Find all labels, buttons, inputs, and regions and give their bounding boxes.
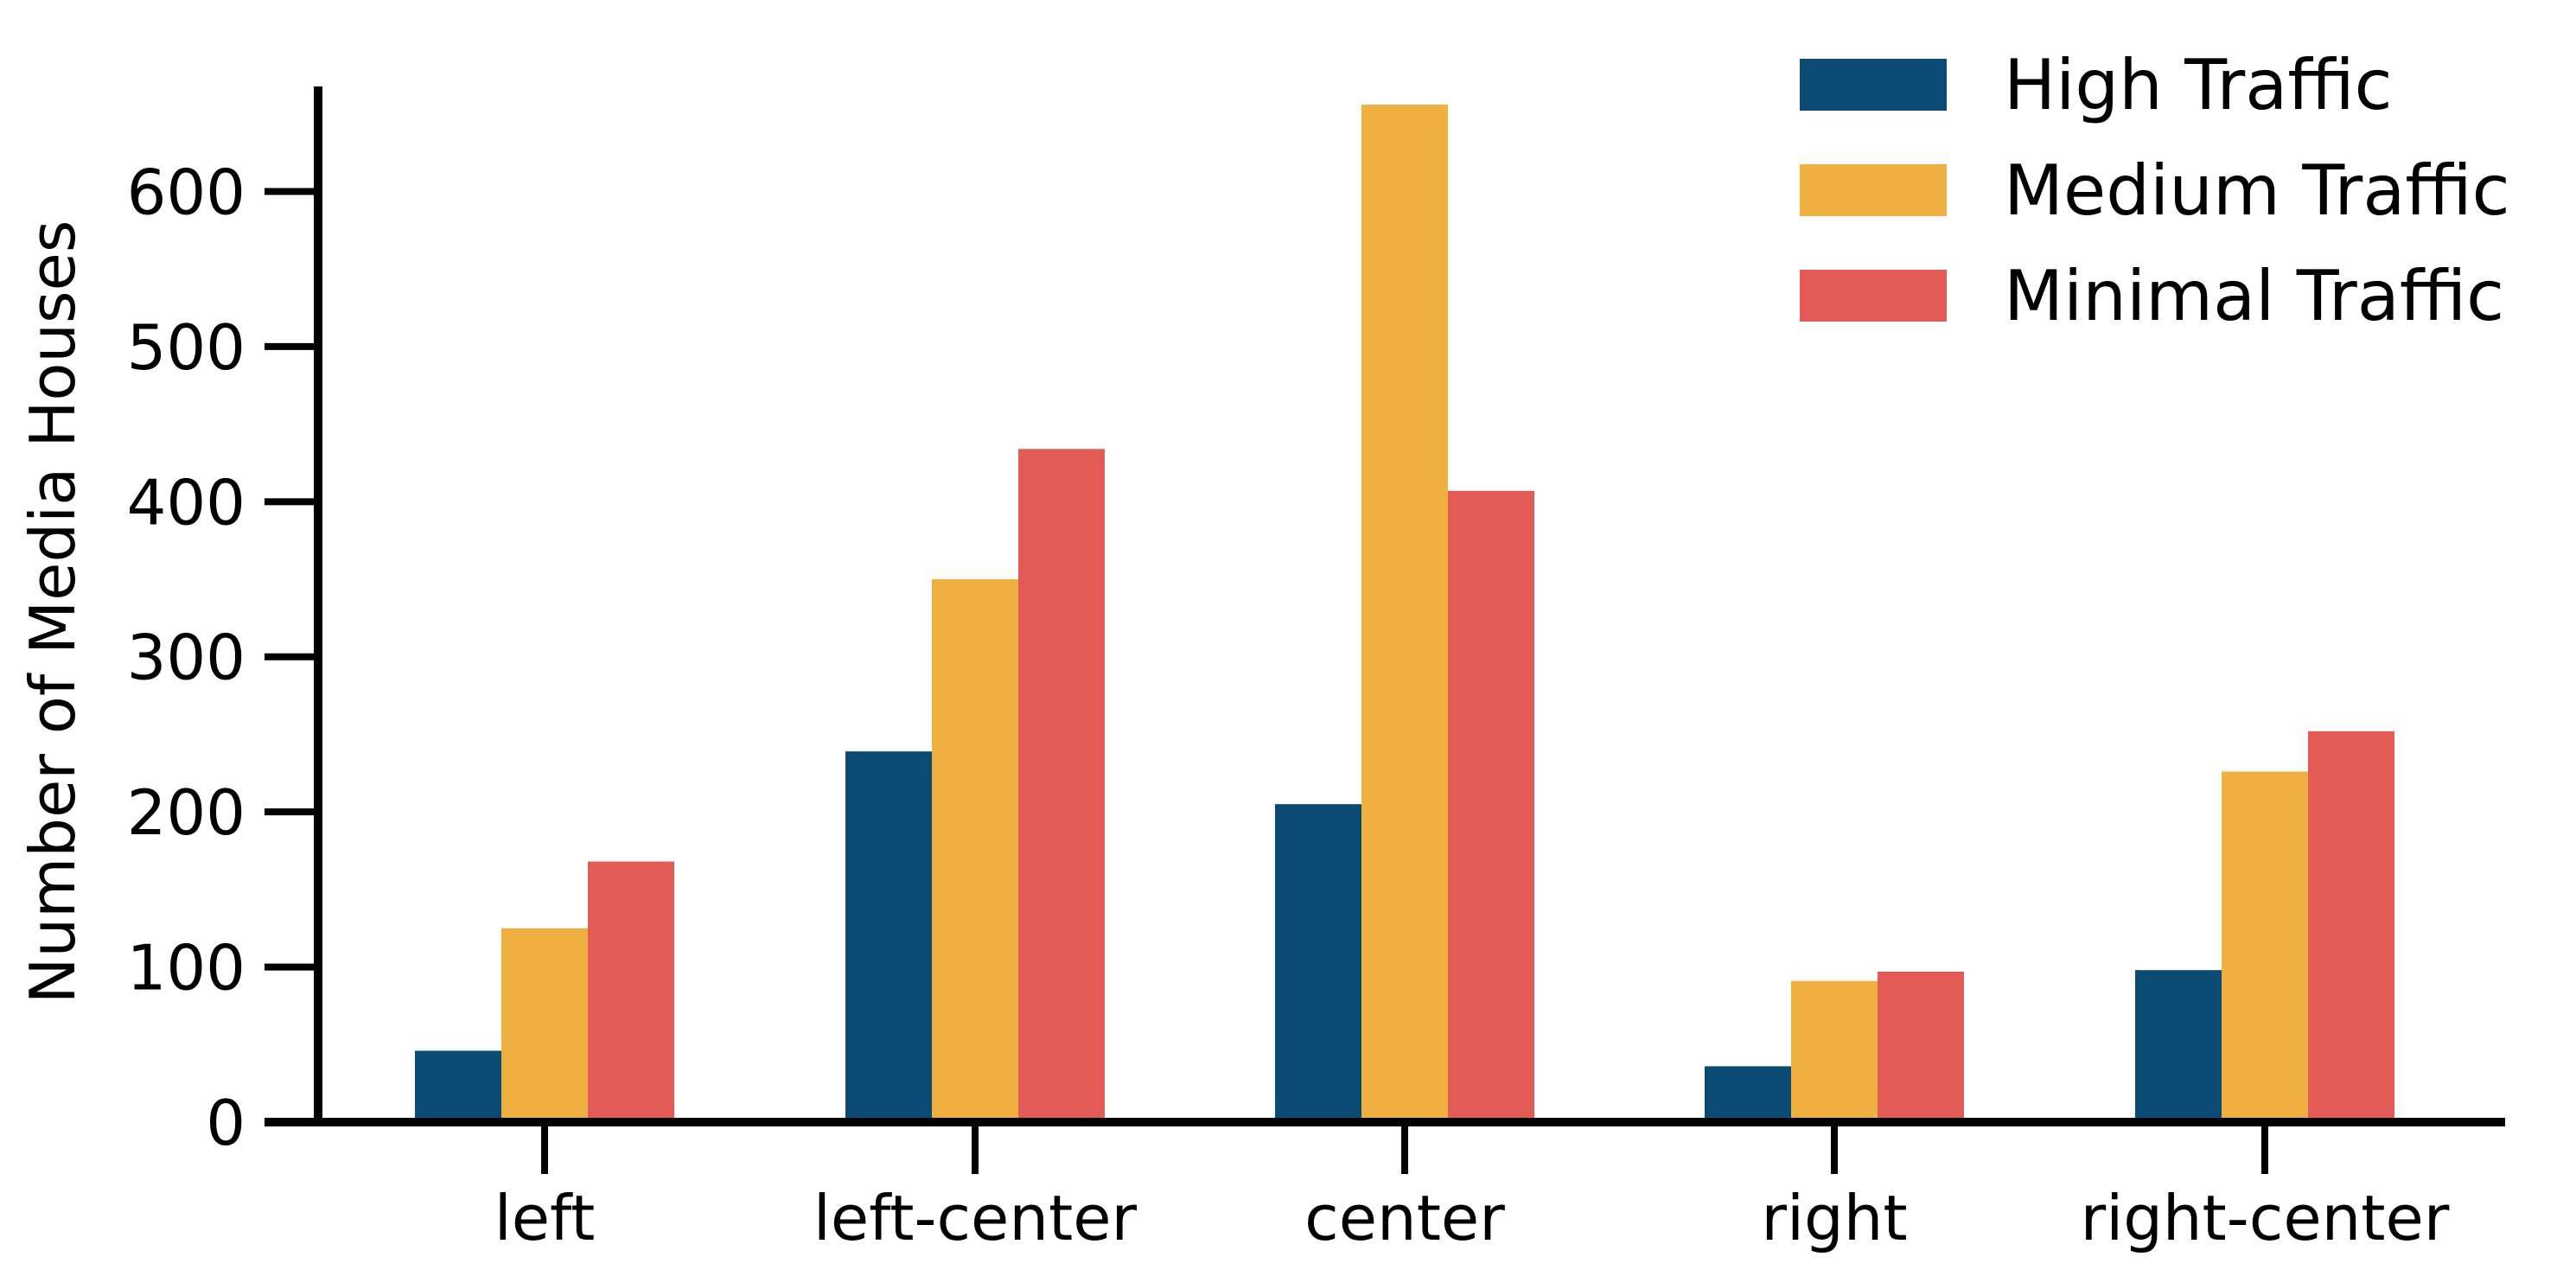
x-tick-label: left-center (813, 1182, 1138, 1254)
bar-center-high-traffic (1275, 804, 1361, 1122)
legend-label: Minimal Traffic (2004, 256, 2504, 336)
legend: High Traffic Medium Traffic Minimal Traffi… (1800, 45, 2510, 336)
bar-right-minimal-traffic (1878, 971, 1964, 1122)
y-tick-label: 0 (206, 1087, 245, 1159)
bar-right-high-traffic (1705, 1066, 1791, 1122)
axes-layer (265, 86, 2505, 1126)
y-tick-label: 100 (127, 932, 245, 1005)
y-tick-label: 500 (127, 311, 245, 384)
bar-left-center-medium-traffic (932, 579, 1018, 1122)
x-tick-label: center (1304, 1182, 1505, 1254)
legend-swatch (1800, 164, 1947, 216)
x-tick-label: right-center (2081, 1182, 2450, 1254)
bar-left-center-high-traffic (845, 751, 932, 1122)
bar-right-center-minimal-traffic (2308, 731, 2394, 1122)
x-ticks: left left-center center right right-center (494, 1122, 2450, 1254)
legend-label: Medium Traffic (2004, 150, 2510, 231)
bars-layer (415, 105, 2394, 1122)
y-tick-label: 600 (127, 156, 245, 228)
bar-center-minimal-traffic (1448, 490, 1534, 1122)
y-tick-label: 300 (127, 622, 245, 694)
bar-left-center-minimal-traffic (1018, 449, 1105, 1122)
y-tick-label: 200 (127, 776, 245, 849)
y-ticks: 0 100 200 300 400 500 600 (127, 156, 318, 1159)
bar-left-minimal-traffic (588, 861, 674, 1122)
x-tick-label: left (494, 1182, 596, 1254)
bar-right-center-high-traffic (2135, 970, 2222, 1122)
bar-right-medium-traffic (1791, 980, 1878, 1122)
x-tick-label: right (1761, 1182, 1907, 1254)
legend-swatch (1800, 59, 1947, 111)
bar-left-medium-traffic (501, 928, 588, 1122)
y-tick-label: 400 (127, 466, 245, 539)
y-axis-title: Number of Media Houses (16, 220, 89, 1005)
legend-swatch (1800, 270, 1947, 322)
bar-center-medium-traffic (1361, 105, 1448, 1122)
bar-right-center-medium-traffic (2222, 771, 2308, 1122)
bar-left-high-traffic (415, 1050, 501, 1122)
legend-label: High Traffic (2004, 45, 2393, 125)
